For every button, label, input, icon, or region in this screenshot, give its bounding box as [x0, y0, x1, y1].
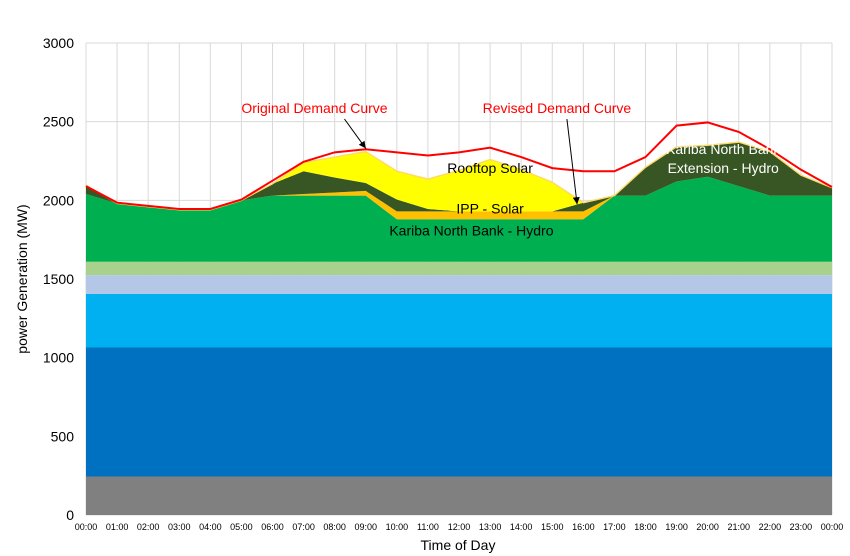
label-kariba: Kariba North Bank - Hydro [389, 223, 553, 239]
y-tick-label: 500 [51, 428, 75, 444]
x-tick-label: 06:00 [261, 522, 284, 532]
demand-curves [85, 121, 833, 211]
y-axis-title: power Generation (MW) [14, 204, 30, 353]
annotation-arrow-head [572, 196, 580, 205]
x-tick-label: 22:00 [759, 522, 782, 532]
annotation-arrow-line [566, 118, 578, 205]
label-extension-1: Kariba North Bank [666, 141, 781, 157]
x-tick-label: 14:00 [510, 522, 533, 532]
y-tick-label: 0 [66, 507, 74, 523]
area-kariba-north-bank [86, 176, 832, 262]
label-ipp: IPP - Solar [456, 201, 524, 217]
area-base-gray [86, 476, 832, 515]
x-tick-label: 00:00 [821, 522, 844, 532]
area-base-darkblue [86, 347, 832, 477]
x-tick-label: 12:00 [448, 522, 471, 532]
x-tick-label: 21:00 [727, 522, 750, 532]
x-tick-label: 08:00 [323, 522, 346, 532]
x-tick-label: 10:00 [386, 522, 409, 532]
x-tick-label: 09:00 [354, 522, 377, 532]
x-tick-label: 18:00 [634, 522, 657, 532]
x-tick-label: 07:00 [292, 522, 315, 532]
annotation-arrow-head [358, 140, 366, 149]
y-tick-label: 2000 [43, 192, 74, 208]
y-tick-label: 1500 [43, 271, 74, 287]
label-rooftop: Rooftop Solar [447, 160, 533, 176]
area-base-paleblue [86, 275, 832, 294]
x-axis-title: Time of Day [421, 537, 496, 553]
x-tick-label: 16:00 [572, 522, 595, 532]
x-tick-label: 11:00 [417, 522, 439, 532]
x-tick-label: 15:00 [541, 522, 564, 532]
x-tick-label: 02:00 [137, 522, 160, 532]
annotations: Original Demand Curve Revised Demand Curv… [241, 100, 781, 239]
x-tick-label: 05:00 [230, 522, 253, 532]
x-tick-label: 13:00 [479, 522, 502, 532]
area-rooftop-solar [86, 142, 832, 212]
x-tick-label: 04:00 [199, 522, 222, 532]
label-extension-2: Extension - Hydro [668, 160, 779, 176]
label-original: Original Demand Curve [241, 100, 387, 116]
y-tick-label: 3000 [43, 35, 74, 51]
x-tick-label: 23:00 [790, 522, 813, 532]
x-tick-label: 03:00 [168, 522, 191, 532]
area-series [86, 142, 832, 515]
label-revised: Revised Demand Curve [483, 100, 632, 116]
x-tick-label: 20:00 [696, 522, 719, 532]
area-base-palegreen [86, 261, 832, 276]
x-tick-label: 19:00 [665, 522, 688, 532]
x-tick-label: 01:00 [106, 522, 129, 532]
area-kariba-extension [86, 142, 832, 212]
area-base-lightblue [86, 293, 832, 348]
y-tick-label: 2500 [43, 114, 74, 130]
original-demand-line [85, 121, 833, 210]
x-tick-label: 00:00 [75, 522, 98, 532]
tick-labels: 0 500 1000 1500 2000 2500 3000 00:00 01:00 02:00 0… [43, 35, 843, 532]
x-tick-label: 17:00 [603, 522, 626, 532]
y-tick-label: 1000 [43, 350, 74, 366]
